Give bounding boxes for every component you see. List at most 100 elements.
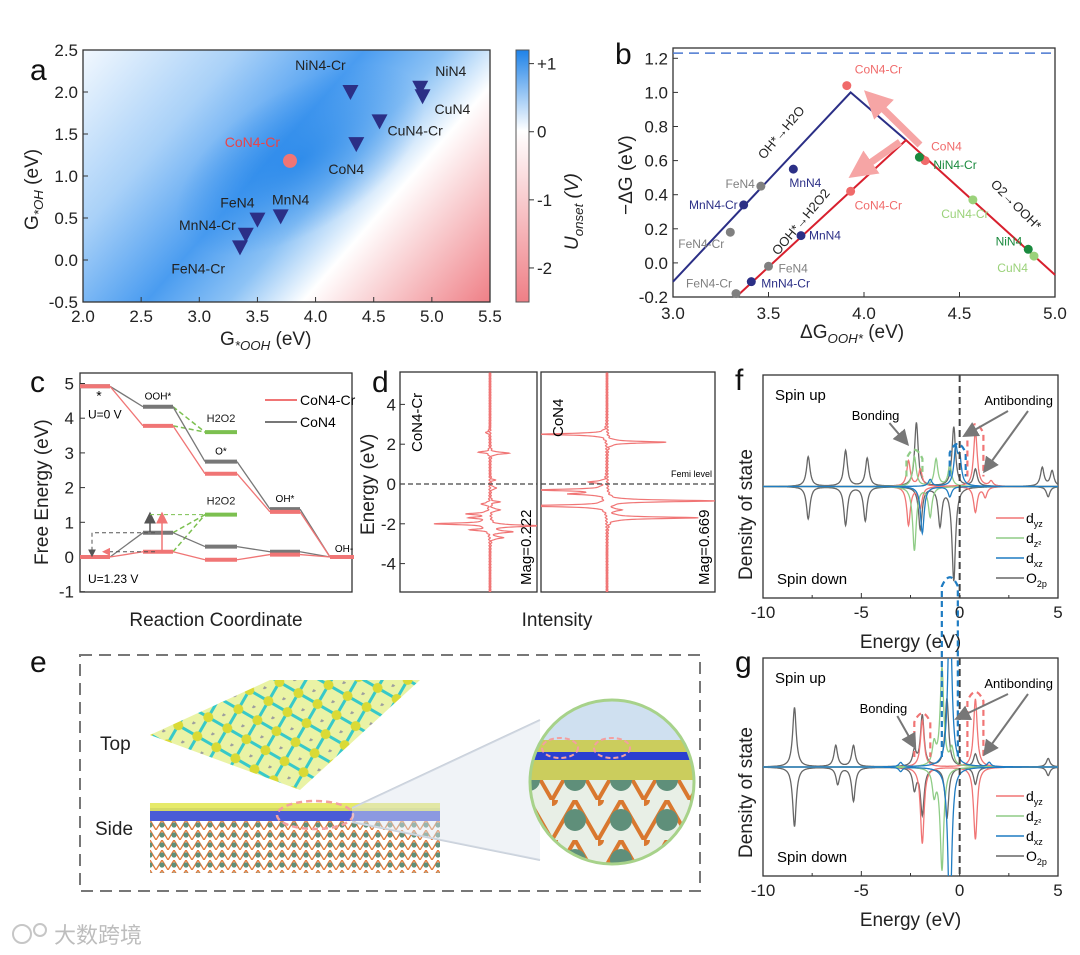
data-point (725, 227, 735, 237)
magnetic-moment-label: Mag=0.669 (696, 510, 713, 585)
state-label: OH- (335, 544, 353, 555)
data-point (739, 200, 749, 210)
antibonding-arrow (983, 693, 1029, 757)
panel-label-e: e (30, 646, 47, 679)
y-tick-label: 0.0 (644, 254, 668, 273)
y-axis-label: Free Energy (eV) (32, 419, 53, 565)
pdos-O2p-down (763, 766, 1058, 827)
y-tick-label: 0.0 (54, 251, 78, 270)
data-point (731, 289, 741, 299)
potential-label: U=1.23 V (88, 572, 138, 586)
legend-label: dz² (1026, 808, 1041, 827)
x-tick-label: -10 (751, 881, 776, 900)
spin-up-label: Spin up (775, 670, 826, 687)
x-tick-label: 2.0 (71, 307, 95, 326)
bonding-arrow (888, 422, 910, 447)
point-label: FeN4 (779, 261, 809, 275)
y-tick-label: 0.8 (644, 118, 668, 137)
y-tick-label: 1.0 (54, 167, 78, 186)
data-point-circle (282, 153, 297, 168)
spin-down-label: Spin down (777, 849, 847, 866)
x-tick-label: 0 (955, 603, 964, 622)
x-tick-label: 5.0 (420, 307, 444, 326)
side-view-surface (150, 808, 440, 821)
x-tick-label: 4.0 (304, 307, 328, 326)
data-point-triangle (412, 80, 429, 96)
dos-panel-title: CoN4-Cr (409, 393, 426, 452)
point-label: CoN4 (931, 140, 962, 154)
volcano-line (735, 138, 1056, 298)
side-view-charge-density (150, 803, 440, 811)
state-label: * (96, 387, 102, 403)
energy-connector (109, 551, 144, 558)
panel-a-heatmap: 2.0 2.5 3.0 3.5 4.0 4.5 5.0 5.5 -0.5 0.0 0.5 1.0 1.5… (22, 41, 586, 353)
legend-label: dyz (1026, 788, 1043, 807)
energy-connector (299, 511, 331, 558)
colorbar-tick-label: -1 (537, 191, 552, 210)
colorbar-tick-label: +1 (537, 55, 556, 74)
panel-c-free-energy: -1 0 1 2 3 4 5 Reaction Coordinate Free Energy (… (32, 372, 356, 631)
structure-frame (79, 654, 701, 892)
magnetic-moment-label: Mag=0.222 (518, 510, 535, 585)
point-label: CoN4-Cr (225, 134, 281, 150)
point-label: FeN4 (726, 177, 756, 191)
antibonding-label: Antibonding (984, 676, 1053, 691)
y-tick-label: 4 (65, 409, 74, 428)
energy-connector (299, 553, 331, 558)
state-label: O* (215, 447, 227, 458)
data-point (1023, 244, 1033, 254)
data-point (796, 231, 806, 241)
point-label: NiN4 (435, 63, 466, 79)
x-tick-label: 5.5 (478, 307, 502, 326)
volcano-line (672, 91, 907, 283)
energy-connector (172, 532, 206, 548)
data-point-triangle (272, 209, 289, 225)
legend-label: O2p (1026, 570, 1047, 589)
legend-label: dyz (1026, 510, 1043, 529)
y-tick-label: -0.5 (49, 293, 78, 312)
y-axis-label: G*OH (eV) (22, 149, 46, 230)
y-tick-label: 0.5 (54, 209, 78, 228)
y-axis-label: Density of state (736, 727, 757, 858)
data-point (846, 186, 856, 196)
fermi-level-label: Femi level (671, 469, 712, 479)
y-tick-label: 0 (387, 475, 396, 494)
line-label: O2→OOH* (988, 177, 1045, 234)
data-point-triangle (237, 227, 254, 243)
point-label: CuN4-Cr (941, 207, 988, 221)
panel-label-g: g (735, 646, 752, 679)
line-label: OOH*→H2O2 (769, 186, 833, 258)
point-label: CoN4-Cr (855, 63, 902, 77)
x-axis-label: Reaction Coordinate (129, 610, 302, 631)
x-tick-label: -5 (854, 603, 869, 622)
orbital-highlight-ellipse (905, 448, 924, 477)
antibonding-arrow (983, 410, 1029, 474)
colorbar-tick-label: 0 (537, 123, 546, 142)
top-label: Top (100, 734, 131, 755)
y-axis-label: Energy (eV) (358, 434, 379, 535)
x-tick-label: 3.5 (246, 307, 270, 326)
data-point-triangle (371, 114, 388, 130)
h2o2-label: H2O2 (207, 496, 236, 508)
antibonding-arrow (954, 693, 1009, 721)
x-axis-label: Energy (eV) (860, 632, 961, 653)
plot-frame-right (540, 371, 716, 593)
panel-d-dos: -4 -2 0 2 4 Energy (eV) Intensity CoN4-Cr Mag=0.… (358, 371, 716, 631)
plot-frame (79, 372, 353, 593)
data-point-triangle (348, 137, 365, 153)
point-label: MnN4-Cr (689, 198, 738, 212)
energy-connector (236, 545, 271, 553)
y-tick-label: 1 (65, 513, 74, 532)
panel-label-f: f (735, 364, 744, 397)
colorbar-tick-label: -2 (537, 259, 552, 278)
panel-label-d: d (372, 366, 389, 399)
overpotential-arrow (88, 532, 155, 558)
x-axis-label: Intensity (522, 610, 593, 631)
spin-up-label: Spin up (775, 387, 826, 404)
x-tick-label: 5 (1053, 881, 1062, 900)
antibonding-label: Antibonding (984, 393, 1053, 408)
bonding-arrow (896, 715, 917, 750)
x-tick-label: 2.5 (129, 307, 153, 326)
energy-connector (109, 385, 144, 408)
legend-label: CoN4-Cr (300, 392, 356, 408)
